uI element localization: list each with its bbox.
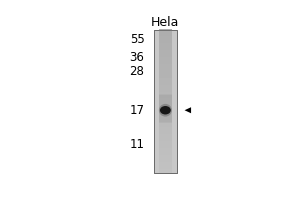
Text: 28: 28 xyxy=(130,65,145,78)
Bar xyxy=(154,30,177,173)
Text: 55: 55 xyxy=(130,33,145,46)
Ellipse shape xyxy=(159,104,172,117)
Bar xyxy=(154,30,177,173)
Ellipse shape xyxy=(160,106,171,114)
Polygon shape xyxy=(184,107,191,113)
Text: 11: 11 xyxy=(130,138,145,151)
Text: Hela: Hela xyxy=(151,16,180,29)
Text: 17: 17 xyxy=(130,104,145,117)
Text: 36: 36 xyxy=(130,51,145,64)
